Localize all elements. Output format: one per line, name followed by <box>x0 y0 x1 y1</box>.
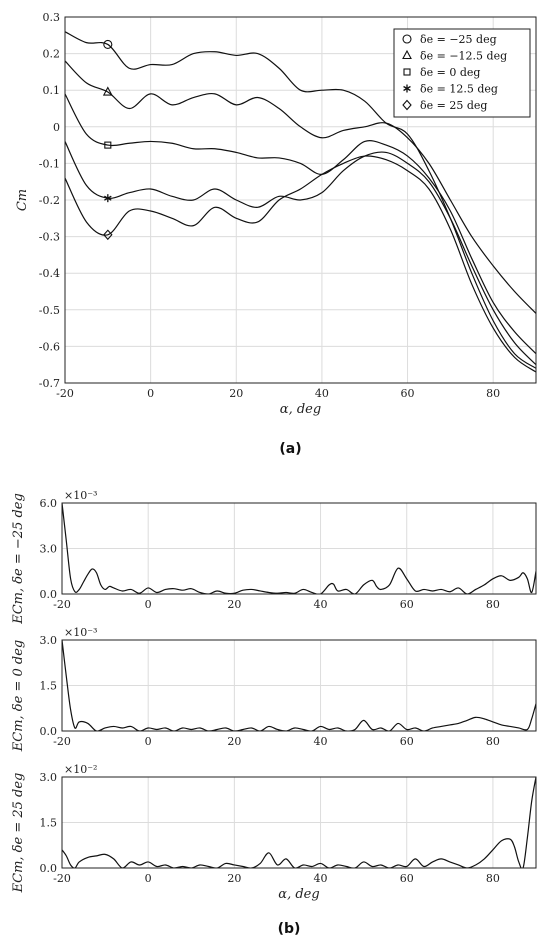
legend-marker-circle <box>402 34 412 44</box>
x-tick-label: 60 <box>401 387 415 400</box>
legend-entry: δe = −12.5 deg <box>420 50 507 63</box>
series-line <box>65 93 536 355</box>
y-tick-label: 0.0 <box>40 725 58 738</box>
y-tick-label: -0.7 <box>39 377 60 390</box>
x-tick-label: 80 <box>486 387 500 400</box>
x-tick-label: 80 <box>486 872 500 885</box>
y-tick-label: 0.0 <box>40 588 58 601</box>
y-tick-label: 0.2 <box>43 48 61 61</box>
y-tick-label: -0.3 <box>39 231 60 244</box>
x-tick-label: 80 <box>486 598 500 611</box>
chart-b2: -20 0 20 40 60 80 0.0 1.5 3.0 ×10⁻³ ECm, δe = 0 de… <box>11 626 537 752</box>
x-tick-label: -20 <box>53 598 71 611</box>
x-tick-label: 0 <box>145 872 152 885</box>
y-axis-label: ECm, δe = −25 deg <box>11 493 26 625</box>
series-line <box>62 503 536 594</box>
x-tick-label: 40 <box>314 735 328 748</box>
x-tick-label: 80 <box>486 735 500 748</box>
y-tick-label: -0.5 <box>39 304 60 317</box>
y-tick-label: 1.5 <box>40 817 58 830</box>
x-tick-label: 20 <box>227 872 241 885</box>
series-line <box>62 777 536 868</box>
chart-b3: -20 0 20 40 60 80 0.0 1.5 3.0 ×10⁻² ECm, δe = 25 d… <box>11 763 537 937</box>
series-line <box>65 31 536 369</box>
x-tick-label: 60 <box>400 598 414 611</box>
y-tick-label: 1.5 <box>40 680 58 693</box>
x-tick-label: 60 <box>400 872 414 885</box>
legend-entry: δe = 12.5 deg <box>420 83 498 96</box>
plot-frame <box>61 639 537 732</box>
y-axis-label: ECm, δe = 25 deg <box>11 773 26 894</box>
axis-multiplier: ×10⁻³ <box>64 626 97 639</box>
series-marker-diamond <box>103 229 113 241</box>
y-axis-label: ECm, δe = 0 deg <box>11 640 26 752</box>
plot-frame <box>61 502 537 595</box>
y-tick-label: 3.0 <box>40 634 58 647</box>
x-tick-label: -20 <box>53 735 71 748</box>
y-tick-label: 0.3 <box>43 11 61 24</box>
series-line <box>65 155 536 373</box>
x-axis-label: α, deg <box>280 402 321 417</box>
y-tick-label: 0.0 <box>40 862 58 875</box>
x-tick-label: 0 <box>145 735 152 748</box>
legend-marker-diamond <box>402 99 412 111</box>
x-tick-label: 40 <box>315 387 329 400</box>
series-marker-asterisk <box>104 194 112 203</box>
series-line <box>65 141 536 366</box>
y-tick-label: -0.6 <box>39 340 60 353</box>
series-marker-circle <box>103 39 113 50</box>
axis-multiplier: ×10⁻³ <box>64 489 97 502</box>
x-tick-label: -20 <box>53 872 71 885</box>
y-tick-label: -0.4 <box>39 267 60 280</box>
x-axis-label: α, deg <box>278 887 319 902</box>
legend-marker-asterisk <box>403 84 411 93</box>
plot-frame <box>61 776 537 869</box>
subfigure-caption: (b) <box>278 921 301 937</box>
y-tick-label: 0.1 <box>43 84 61 97</box>
y-tick-label: 6.0 <box>40 497 58 510</box>
x-tick-label: 60 <box>400 735 414 748</box>
series-line <box>62 640 536 731</box>
legend-entry: δe = 25 deg <box>420 99 487 112</box>
x-tick-label: 20 <box>227 598 241 611</box>
legend-marker-square <box>403 68 411 76</box>
series-line <box>65 60 536 314</box>
y-tick-label: -0.1 <box>39 157 60 170</box>
x-tick-label: 20 <box>227 735 241 748</box>
x-tick-label: -20 <box>56 387 74 400</box>
y-axis-label: Cm <box>15 189 30 211</box>
x-tick-label: 40 <box>314 598 328 611</box>
series-marker-triangle <box>102 86 113 96</box>
x-tick-label: 20 <box>229 387 243 400</box>
plot-frame <box>64 16 537 384</box>
y-tick-label: 0 <box>53 121 60 134</box>
legend: δe = −25 deg δe = −12.5 deg δe = 0 deg δe =… <box>393 28 531 118</box>
axis-multiplier: ×10⁻² <box>64 763 97 776</box>
y-tick-label: 3.0 <box>40 771 58 784</box>
x-tick-label: 0 <box>145 598 152 611</box>
x-tick-label: 40 <box>314 872 328 885</box>
x-tick-label: 0 <box>147 387 154 400</box>
legend-marker-triangle <box>402 49 412 60</box>
legend-entry: δe = −25 deg <box>420 33 497 46</box>
subfigure-caption: (a) <box>279 441 301 457</box>
y-tick-label: 3.0 <box>40 543 58 556</box>
chart-a: -20 0 20 40 60 80 0.3 0.2 0.1 0 -0.1 -0.2 -0.3 -0.4 -0… <box>15 11 537 457</box>
chart-b1: -20 0 20 40 60 80 0.0 3.0 6.0 ×10⁻³ ECm, δe = −25 … <box>11 489 537 625</box>
y-tick-label: -0.2 <box>39 194 60 207</box>
series-marker-square <box>104 141 112 149</box>
legend-entry: δe = 0 deg <box>420 66 480 79</box>
